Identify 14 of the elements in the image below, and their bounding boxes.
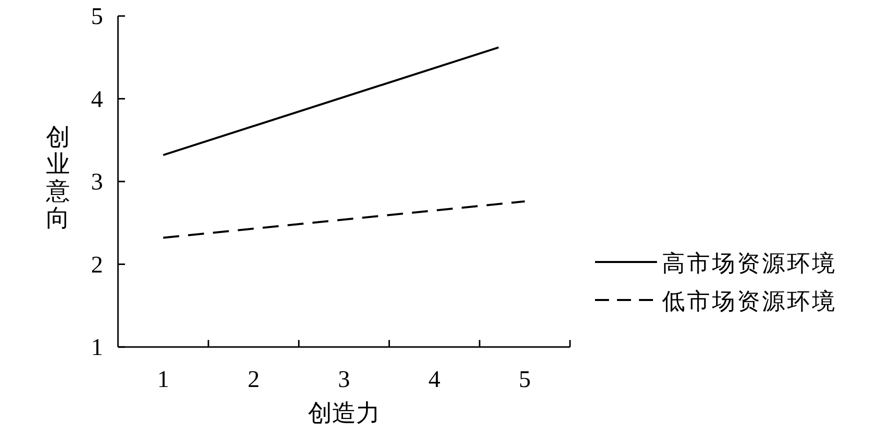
x-tick-label: 1 — [157, 367, 170, 393]
x-tick-label: 4 — [428, 367, 440, 393]
y-tick-label: 4 — [91, 86, 103, 113]
y-tick-label: 1 — [91, 335, 103, 361]
x-axis-title: 创造力 — [308, 399, 380, 427]
y-tick-label: 2 — [91, 252, 103, 278]
x-tick-label: 5 — [518, 367, 531, 393]
x-tick-label: 3 — [338, 367, 350, 393]
legend-label: 低市场资源环境 — [662, 289, 837, 315]
x-tick-label: 2 — [248, 367, 260, 393]
y-tick-label: 5 — [91, 4, 103, 30]
y-tick-label: 3 — [91, 170, 103, 196]
legend-label: 高市场资源环境 — [662, 251, 837, 277]
y-axis-title: 创业意向 — [45, 123, 70, 232]
